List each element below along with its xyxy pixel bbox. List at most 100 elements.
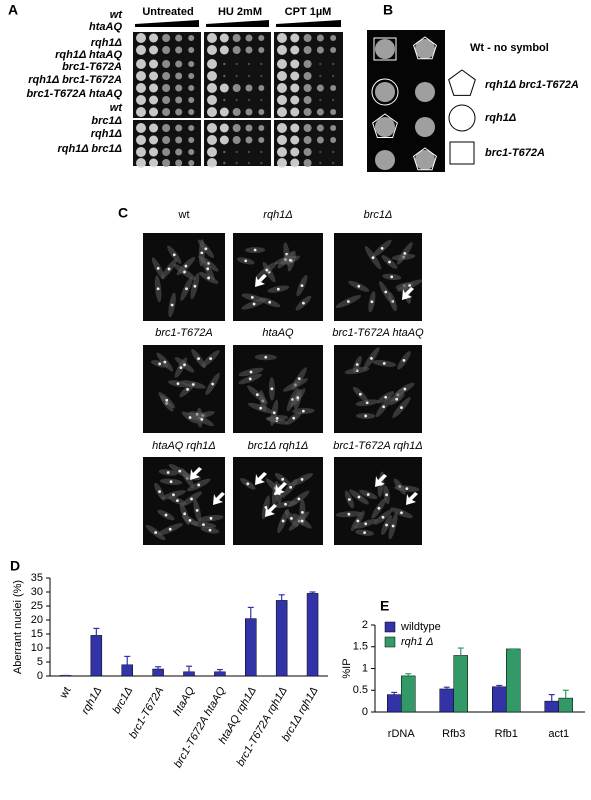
y-tick-label: 20 bbox=[31, 614, 43, 626]
panel-label: E bbox=[380, 598, 389, 614]
nucleus bbox=[405, 487, 409, 491]
colony-spot bbox=[331, 62, 335, 66]
colony-spot bbox=[235, 150, 238, 154]
colony-spot bbox=[207, 158, 217, 168]
arrow bbox=[213, 492, 225, 505]
column-header: CPT 1µM bbox=[285, 6, 332, 18]
colony-spot bbox=[245, 34, 253, 42]
y-tick-label: 0 bbox=[37, 670, 43, 682]
colony bbox=[375, 117, 395, 137]
colony-spot bbox=[319, 150, 322, 154]
nucleus bbox=[208, 528, 212, 532]
nucleus bbox=[384, 290, 388, 294]
colony-spot bbox=[136, 33, 146, 43]
nucleus bbox=[382, 405, 386, 409]
legend-pentagon bbox=[448, 69, 476, 96]
colony-spot bbox=[260, 74, 263, 78]
colony-spot bbox=[175, 148, 183, 156]
colony-spot bbox=[232, 108, 241, 116]
nucleus bbox=[290, 516, 293, 520]
image-label: brc1-T672A rqh1Δ bbox=[333, 440, 423, 452]
nucleus bbox=[202, 523, 205, 527]
colony-spot bbox=[136, 95, 146, 105]
colony-spot bbox=[149, 45, 159, 55]
nucleus bbox=[300, 284, 304, 288]
colony-spot bbox=[149, 33, 159, 43]
colony-spot bbox=[330, 109, 337, 115]
colony-spot bbox=[277, 59, 287, 69]
nucleus bbox=[156, 287, 160, 291]
colony-spot bbox=[330, 137, 337, 143]
nucleus bbox=[370, 300, 374, 304]
y-tick-label: 0 bbox=[362, 706, 368, 718]
colony-spot bbox=[188, 125, 195, 131]
nucleus bbox=[355, 363, 359, 366]
colony-spot bbox=[260, 62, 263, 66]
colony-spot bbox=[277, 71, 287, 81]
colony-spot bbox=[207, 45, 217, 55]
y-tick-label: 5 bbox=[37, 656, 43, 668]
colony-spot bbox=[290, 95, 300, 105]
nucleus bbox=[156, 266, 160, 270]
colony bbox=[415, 82, 435, 102]
colony-spot bbox=[316, 124, 324, 132]
colony-spot bbox=[277, 158, 287, 168]
arrow bbox=[255, 274, 267, 287]
colony-spot bbox=[207, 123, 217, 133]
bar bbox=[544, 700, 559, 713]
colony-spot bbox=[245, 108, 253, 116]
nucleus bbox=[249, 370, 253, 374]
colony-spot bbox=[232, 34, 241, 42]
arrow bbox=[190, 467, 202, 480]
nucleus bbox=[385, 523, 388, 527]
nucleus bbox=[268, 300, 272, 304]
colony-spot bbox=[331, 74, 335, 78]
nucleus bbox=[364, 522, 368, 526]
nucleus bbox=[172, 253, 176, 257]
nucleus bbox=[275, 416, 279, 420]
colony-spot bbox=[258, 35, 265, 41]
image-label: rqh1Δ bbox=[263, 209, 292, 221]
nucleus bbox=[403, 387, 407, 391]
colony-spot bbox=[303, 72, 312, 80]
nucleus bbox=[154, 531, 158, 534]
colony-spot bbox=[219, 135, 229, 145]
nucleus bbox=[265, 268, 269, 272]
colony-spot bbox=[162, 159, 171, 167]
strain-label: rqh1Δ brc1Δ bbox=[58, 143, 123, 155]
colony-spot bbox=[175, 60, 183, 68]
colony-spot bbox=[162, 108, 171, 116]
colony-spot bbox=[245, 136, 253, 144]
colony-spot bbox=[319, 62, 322, 66]
colony-spot bbox=[258, 85, 265, 91]
nucleus bbox=[246, 482, 250, 486]
colony-spot bbox=[277, 83, 287, 93]
colony-spot bbox=[136, 71, 146, 81]
nucleus bbox=[184, 264, 188, 268]
nucleus bbox=[366, 493, 370, 496]
nucleus bbox=[195, 508, 199, 512]
nucleus bbox=[390, 275, 394, 279]
colony-spot bbox=[232, 84, 241, 92]
nucleus bbox=[403, 251, 407, 255]
colony-spot bbox=[247, 74, 251, 78]
colony-spot bbox=[162, 96, 171, 104]
nucleus bbox=[408, 284, 412, 287]
bar bbox=[558, 697, 573, 713]
colony-spot bbox=[290, 45, 300, 55]
colony-spot bbox=[223, 150, 226, 154]
nucleus bbox=[255, 393, 259, 397]
colony-spot bbox=[277, 147, 287, 157]
nucleus bbox=[371, 256, 375, 260]
nucleus bbox=[204, 247, 208, 251]
colony-spot bbox=[258, 125, 265, 131]
nucleus bbox=[395, 397, 399, 401]
arrow bbox=[275, 482, 287, 495]
colony-spot bbox=[277, 135, 287, 145]
colony-spot bbox=[219, 107, 229, 117]
nucleus bbox=[253, 248, 257, 252]
nucleus bbox=[176, 382, 180, 386]
colony-spot bbox=[207, 95, 217, 105]
nucleus bbox=[400, 406, 403, 409]
colony-spot bbox=[303, 159, 312, 167]
